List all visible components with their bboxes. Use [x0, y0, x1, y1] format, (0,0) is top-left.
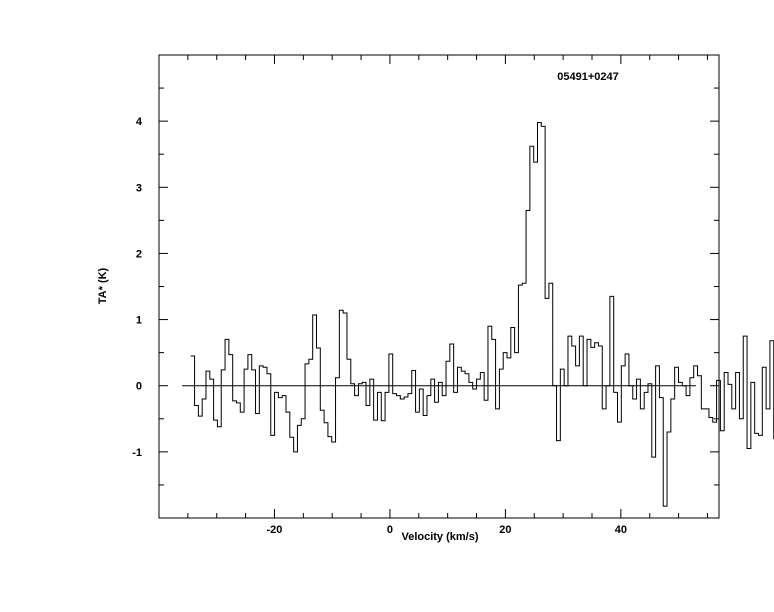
- x-tick-label: 0: [387, 524, 393, 536]
- x-tick-label: 40: [615, 524, 627, 536]
- tick-labels: -20 0 20 40 -1 0 1 2 3 4: [132, 116, 627, 536]
- y-axis-label: TA* (K): [97, 267, 109, 304]
- y-tick-label: -1: [132, 447, 142, 459]
- x-tick-label: -20: [267, 524, 283, 536]
- y-tick-label: 3: [136, 182, 142, 194]
- plot-frame: [158, 54, 720, 519]
- chart-title: 05491+0247: [557, 71, 618, 83]
- x-tick-label: 20: [499, 524, 511, 536]
- y-tick-label: 0: [136, 381, 142, 393]
- y-tick-label: 4: [136, 116, 143, 128]
- axis-ticks: [159, 55, 719, 518]
- spectrum-line: [190, 121, 774, 507]
- y-tick-label: 1: [136, 315, 142, 327]
- y-tick-label: 2: [136, 248, 142, 260]
- x-axis-label: Velocity (km/s): [401, 531, 478, 543]
